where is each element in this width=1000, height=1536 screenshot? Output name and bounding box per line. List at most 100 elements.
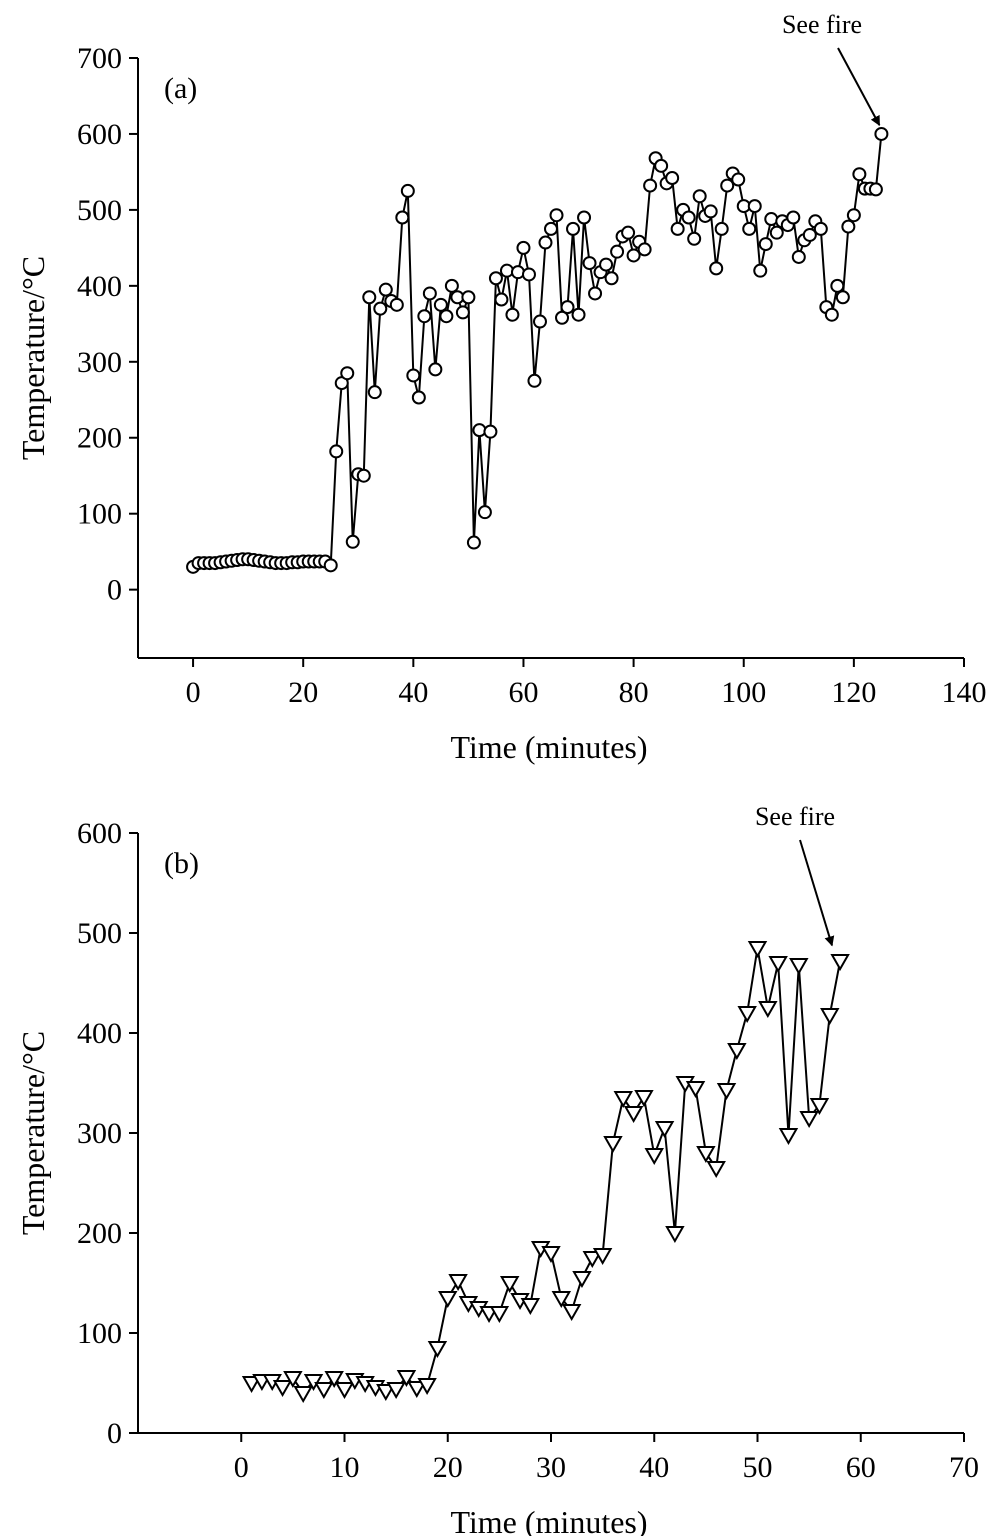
data-point-a bbox=[571, 307, 586, 322]
data-point-a bbox=[549, 208, 564, 223]
data-point-b bbox=[747, 941, 768, 959]
data-point-a bbox=[560, 300, 575, 315]
data-point-a bbox=[510, 265, 525, 280]
data-point-b bbox=[820, 1008, 840, 1026]
data-point-b bbox=[283, 1371, 303, 1389]
data-point-b bbox=[603, 1136, 623, 1154]
data-point-a bbox=[703, 204, 718, 219]
data-point-a bbox=[610, 244, 625, 259]
data-point-b bbox=[737, 1006, 757, 1024]
data-point-a bbox=[466, 535, 481, 550]
data-point-b bbox=[438, 1291, 458, 1309]
data-point-a bbox=[786, 210, 801, 225]
x-tick-label-b: 50 bbox=[743, 1451, 773, 1484]
x-tick-label-a: 120 bbox=[831, 676, 876, 709]
data-point-a bbox=[791, 249, 806, 264]
data-point-a bbox=[626, 248, 641, 263]
data-point-a bbox=[505, 307, 520, 322]
data-point-a bbox=[455, 305, 470, 320]
data-point-a bbox=[444, 278, 459, 293]
data-point-b bbox=[272, 1380, 293, 1398]
data-point-a bbox=[521, 267, 536, 282]
chart-panel-b: 0 100 200 300 400 500 600 0 10 20 30 40 50 60 70 Time (… bbox=[15, 802, 979, 1536]
data-point-a bbox=[681, 210, 696, 225]
panel-label-a: (a) bbox=[164, 72, 197, 105]
x-tick-label-b: 20 bbox=[433, 1451, 463, 1484]
y-tick-label-a: 300 bbox=[77, 346, 122, 379]
data-point-a bbox=[802, 227, 817, 242]
data-point-a bbox=[439, 309, 454, 324]
data-point-a bbox=[753, 263, 768, 278]
data-point-a bbox=[665, 171, 680, 185]
x-tick-label-a: 40 bbox=[398, 676, 428, 709]
data-point-a bbox=[373, 301, 388, 316]
data-point-b bbox=[716, 1083, 737, 1101]
x-tick-label-b: 30 bbox=[536, 1451, 566, 1484]
data-point-b bbox=[592, 1248, 613, 1266]
data-point-a bbox=[852, 167, 867, 182]
data-point-a bbox=[494, 292, 509, 307]
data-point-a bbox=[670, 221, 685, 236]
data-point-b bbox=[499, 1276, 520, 1294]
data-point-b bbox=[407, 1381, 427, 1399]
data-point-b bbox=[541, 1246, 561, 1264]
data-point-b bbox=[386, 1382, 406, 1400]
x-axis-title-a: Time (minutes) bbox=[450, 729, 647, 765]
data-point-a bbox=[329, 444, 344, 459]
data-point-b bbox=[520, 1298, 541, 1316]
data-point-a bbox=[769, 225, 784, 240]
data-point-a bbox=[538, 235, 553, 250]
x-tick-label-b: 60 bbox=[846, 1451, 876, 1484]
annotation-text-b: See fire bbox=[755, 802, 835, 831]
data-point-b bbox=[799, 1111, 819, 1129]
data-point-a bbox=[411, 390, 426, 405]
x-tick-label-b: 0 bbox=[234, 1451, 249, 1484]
data-point-b bbox=[809, 1098, 830, 1116]
data-point-a bbox=[577, 210, 592, 225]
y-tick-label-a: 200 bbox=[77, 422, 122, 455]
data-point-a bbox=[389, 297, 404, 312]
x-tick-label-b: 40 bbox=[639, 1451, 669, 1484]
y-tick-label-a: 0 bbox=[107, 574, 122, 607]
data-point-b bbox=[830, 954, 850, 972]
data-point-b bbox=[582, 1251, 603, 1269]
data-point-a bbox=[709, 261, 724, 276]
data-point-b bbox=[685, 1081, 706, 1099]
data-point-a bbox=[422, 286, 437, 301]
x-tick-label-a: 20 bbox=[288, 676, 318, 709]
data-point-b bbox=[561, 1304, 582, 1322]
data-point-a bbox=[532, 314, 547, 329]
data-point-a bbox=[433, 297, 448, 312]
series-line-a bbox=[192, 133, 883, 568]
data-point-b bbox=[241, 1376, 262, 1394]
annotation-text-a: See fire bbox=[782, 10, 862, 39]
data-point-a bbox=[830, 278, 845, 293]
y-tick-label-b: 200 bbox=[77, 1217, 122, 1250]
x-tick-label-a: 140 bbox=[942, 676, 987, 709]
data-point-a bbox=[714, 221, 729, 236]
data-point-a bbox=[400, 183, 415, 198]
data-point-b bbox=[396, 1370, 417, 1388]
data-point-b bbox=[417, 1378, 437, 1396]
y-axis-title-a: Temperature/°C bbox=[15, 256, 51, 460]
data-point-a bbox=[345, 534, 360, 549]
y-tick-label-b: 400 bbox=[77, 1017, 122, 1050]
data-point-b bbox=[768, 956, 788, 974]
data-point-b bbox=[644, 1148, 664, 1166]
data-point-a bbox=[323, 558, 338, 573]
x-tick-label-a: 80 bbox=[619, 676, 649, 709]
data-point-a bbox=[483, 424, 498, 439]
x-tick-label-a: 60 bbox=[508, 676, 538, 709]
data-point-b bbox=[727, 1043, 747, 1061]
x-axis-title-b: Time (minutes) bbox=[450, 1504, 647, 1536]
y-tick-label-b: 0 bbox=[107, 1417, 122, 1450]
data-point-a bbox=[527, 373, 542, 388]
data-point-a bbox=[868, 182, 883, 197]
data-point-b bbox=[706, 1161, 726, 1179]
data-point-a bbox=[417, 309, 432, 324]
data-point-a bbox=[874, 126, 889, 141]
data-point-b bbox=[758, 1001, 778, 1019]
data-point-a bbox=[813, 221, 828, 236]
data-point-a bbox=[566, 221, 581, 236]
